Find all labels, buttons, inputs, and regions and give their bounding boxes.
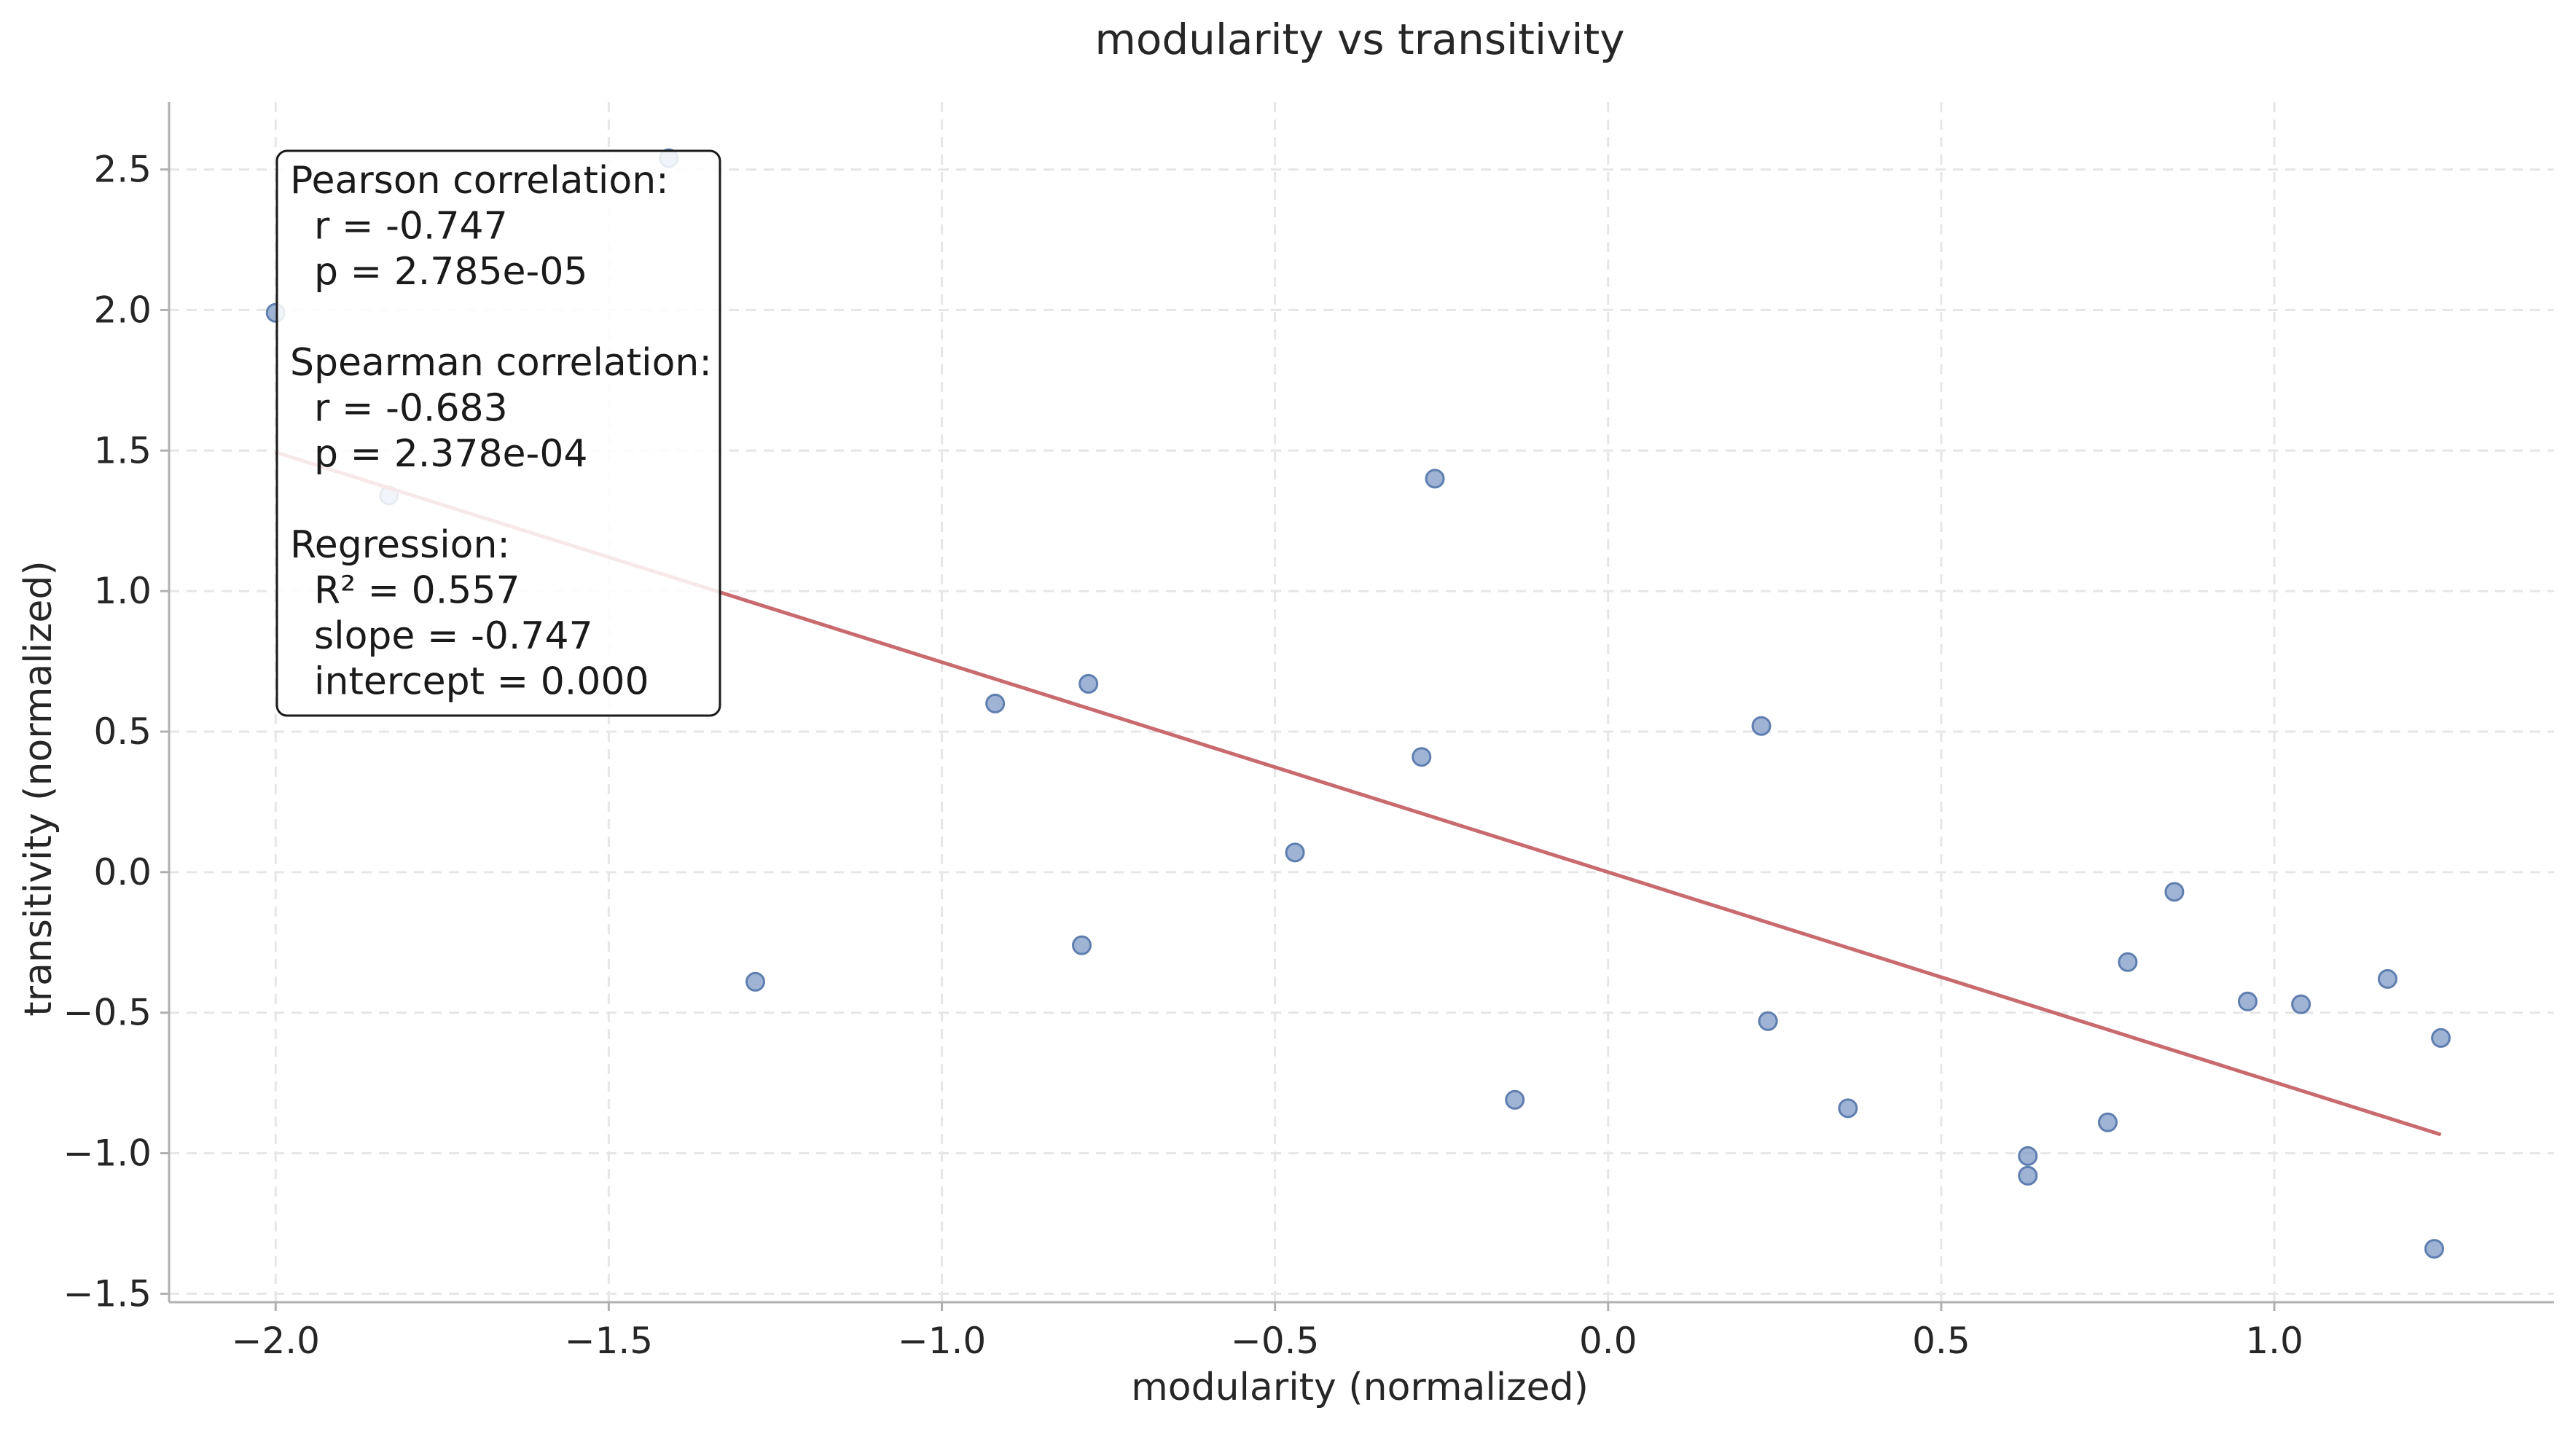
x-tick-label: 0.5 bbox=[1912, 1320, 1970, 1362]
x-axis-label: modularity (normalized) bbox=[1131, 1366, 1589, 1409]
x-tick-label: −0.5 bbox=[1231, 1320, 1319, 1362]
data-point bbox=[1758, 1011, 1778, 1031]
stats-box-frame bbox=[275, 149, 721, 717]
data-point bbox=[1285, 842, 1305, 863]
stats-line: intercept = 0.000 bbox=[290, 660, 649, 704]
data-point bbox=[2018, 1146, 2038, 1166]
x-tick-label: −2.0 bbox=[232, 1320, 320, 1362]
y-tick-label: −1.0 bbox=[63, 1132, 152, 1175]
x-tick-label: −1.0 bbox=[898, 1320, 986, 1362]
stats-box-text: Pearson correlation: r = -0.747 p = 2.78… bbox=[290, 159, 712, 704]
data-point bbox=[2431, 1027, 2451, 1048]
y-tick-label: 2.5 bbox=[93, 149, 152, 191]
y-tick-label: 2.0 bbox=[93, 289, 152, 331]
data-point bbox=[2291, 994, 2311, 1014]
y-tick-label: −0.5 bbox=[63, 992, 152, 1034]
data-point bbox=[2097, 1112, 2118, 1132]
stats-line: p = 2.378e-04 bbox=[290, 432, 587, 476]
data-point bbox=[1838, 1098, 1858, 1119]
data-point bbox=[1072, 935, 1092, 955]
data-point bbox=[2377, 968, 2397, 989]
stats-line: Pearson correlation: bbox=[290, 159, 669, 203]
data-point bbox=[1412, 747, 1432, 767]
data-point bbox=[1425, 469, 1445, 489]
x-tick-label: 1.0 bbox=[2245, 1320, 2303, 1362]
data-point bbox=[2018, 1165, 2038, 1186]
stats-line: p = 2.785e-05 bbox=[290, 250, 587, 294]
data-point bbox=[985, 693, 1006, 713]
data-point bbox=[1078, 673, 1099, 694]
chart-title: modularity vs transitivity bbox=[1095, 15, 1624, 64]
stats-line: r = -0.747 bbox=[290, 205, 508, 248]
stats-line: Spearman correlation: bbox=[290, 341, 712, 385]
y-axis-ticks: −1.5 −1.0 −0.5 0.0 0.5 1.0 1.5 2.0 2.5 bbox=[63, 149, 169, 1315]
x-tick-label: −1.5 bbox=[565, 1320, 653, 1362]
y-tick-label: 0.0 bbox=[93, 851, 152, 893]
stats-line: R² = 0.557 bbox=[290, 569, 520, 613]
y-tick-label: −1.5 bbox=[63, 1272, 152, 1315]
x-axis-ticks: −2.0 −1.5 −1.0 −0.5 0.0 0.5 1.0 bbox=[232, 1302, 2303, 1362]
grid bbox=[169, 102, 2554, 1302]
data-point bbox=[2118, 952, 2138, 972]
stats-box: Pearson correlation: r = -0.747 p = 2.78… bbox=[275, 149, 721, 717]
y-tick-label: 1.0 bbox=[93, 570, 152, 612]
data-point bbox=[745, 971, 766, 992]
y-axis-label: transitivity (normalized) bbox=[17, 560, 60, 1016]
data-point bbox=[2424, 1239, 2444, 1259]
stats-line: Regression: bbox=[290, 523, 510, 567]
x-tick-label: 0.0 bbox=[1579, 1320, 1637, 1362]
data-point bbox=[1751, 716, 1772, 736]
stats-line: slope = -0.747 bbox=[290, 614, 593, 658]
y-tick-label: 0.5 bbox=[93, 710, 152, 753]
axes bbox=[168, 102, 2554, 1304]
data-point bbox=[2164, 882, 2185, 902]
y-tick-label: 1.5 bbox=[93, 429, 152, 471]
data-point bbox=[2237, 991, 2258, 1011]
stats-line: r = -0.683 bbox=[290, 387, 508, 431]
data-point bbox=[1505, 1089, 1525, 1110]
